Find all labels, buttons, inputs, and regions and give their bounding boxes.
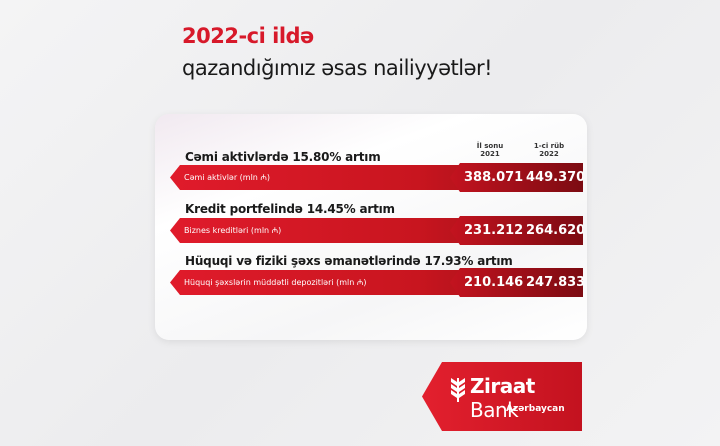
logo-name-bold: Ziraat — [470, 374, 535, 398]
value-2021: 210.146 — [464, 275, 524, 290]
logo-name: Ziraat Bank — [470, 374, 582, 422]
wheat-icon — [451, 378, 465, 402]
row-values: 210.146 247.833 — [450, 268, 583, 297]
row-title: Kredit portfelində 14.45% artım — [185, 202, 395, 216]
logo-subtitle: Azərbaycan — [506, 404, 565, 414]
column-header-2021: İl sonu 2021 — [465, 142, 515, 158]
logo-name-regular: Bank — [470, 398, 519, 422]
value-2022: 449.370 — [526, 170, 586, 185]
row-values: 388.071 449.370 — [450, 163, 583, 192]
row-title: Hüquqi və fiziki şəxs əmanətlərində 17.9… — [185, 254, 513, 268]
ziraat-bank-logo: Ziraat Bank Azərbaycan — [422, 362, 582, 431]
heading-line1: 2022-ci ildə — [182, 24, 314, 48]
col-label: 1-ci rüb — [533, 142, 565, 150]
column-header-2022: 1-ci rüb 2022 — [524, 142, 574, 158]
row-label: Hüquqi şəxslərin müddətli depozitləri (m… — [184, 278, 367, 287]
row-title: Cəmi aktivlərdə 15.80% artım — [185, 150, 381, 164]
value-2022: 247.833 — [526, 275, 586, 290]
heading-line2: qazandığımız əsas nailiyyətlər! — [182, 56, 493, 80]
row-label: Biznes kreditləri (mln ₼) — [184, 226, 282, 235]
value-2021: 231.212 — [464, 223, 524, 238]
row-values: 231.212 264.620 — [450, 216, 583, 245]
col-label: İl sonu — [476, 142, 504, 150]
col-year: 2021 — [480, 150, 500, 158]
col-year: 2022 — [539, 150, 559, 158]
value-2021: 388.071 — [464, 170, 524, 185]
row-label: Cəmi aktivlər (mln ₼) — [184, 173, 271, 182]
value-2022: 264.620 — [526, 223, 586, 238]
